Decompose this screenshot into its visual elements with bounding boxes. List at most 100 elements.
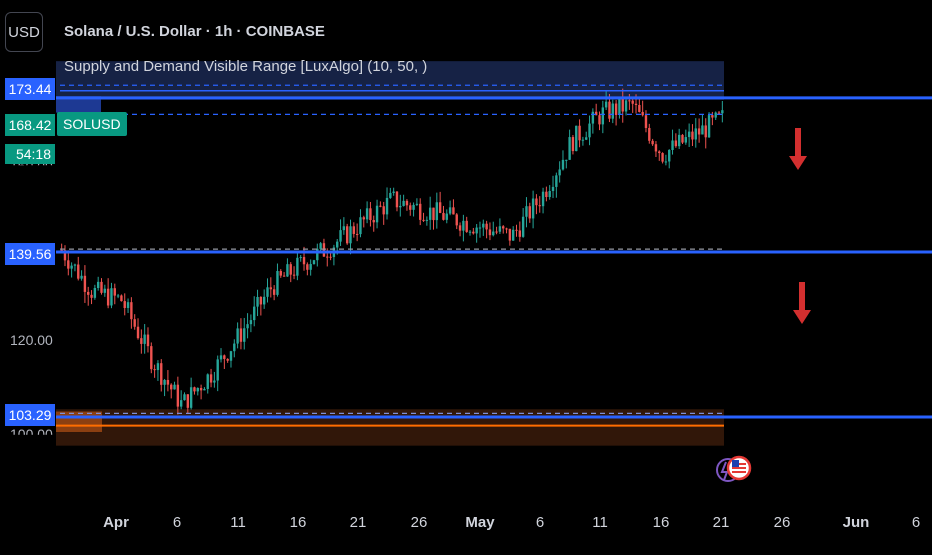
candle-body — [73, 264, 77, 266]
candle-body — [369, 208, 372, 221]
candle-body — [571, 137, 575, 152]
candle-body — [558, 169, 561, 176]
candle-body — [103, 288, 107, 293]
y-axis-label-100: 100.00 — [10, 426, 53, 442]
candle-body — [213, 380, 216, 383]
candle-body — [262, 296, 266, 305]
candle-body — [468, 231, 472, 233]
currency-button[interactable]: USD — [5, 12, 43, 52]
candle-body — [598, 115, 601, 125]
candle-body — [196, 388, 199, 392]
x-axis-label: 6 — [911, 514, 921, 531]
candle-body — [654, 144, 658, 152]
candle-body — [707, 115, 711, 138]
candle-body — [475, 227, 478, 234]
candle-body — [276, 271, 279, 295]
candle-body — [266, 287, 269, 297]
candle-body — [110, 288, 113, 306]
candle-body — [492, 231, 495, 236]
candle-body — [721, 110, 724, 114]
candle-body — [541, 191, 545, 207]
candle-body — [90, 294, 93, 298]
candle-body — [83, 275, 87, 292]
candle-body — [628, 100, 631, 102]
candle-body — [545, 191, 548, 198]
candle-body — [223, 355, 226, 359]
candle-body — [608, 101, 611, 119]
candle-body — [173, 384, 176, 390]
x-axis-label: 21 — [349, 514, 367, 531]
candle-body — [555, 175, 558, 187]
candle-body — [405, 200, 409, 206]
candle-body — [329, 256, 332, 258]
candle-body — [594, 111, 598, 116]
candle-body — [256, 296, 259, 307]
candle-body — [70, 265, 73, 269]
candle-body — [292, 274, 296, 276]
candle-body — [452, 207, 455, 215]
candle-body — [624, 100, 628, 112]
tradingview-logo-icon — [716, 455, 752, 482]
candle-body — [455, 214, 458, 226]
candle-body — [508, 228, 512, 241]
candle-body — [372, 220, 375, 223]
candle-body — [482, 223, 485, 228]
candle-body — [419, 203, 422, 220]
candle-body — [203, 388, 206, 391]
candle-body — [96, 281, 100, 288]
candle-body — [365, 208, 369, 220]
candle-body — [133, 319, 136, 327]
candle-body — [588, 123, 591, 138]
x-axis-label: Apr — [103, 514, 129, 531]
candle-body — [651, 140, 654, 145]
candle-body — [189, 387, 193, 408]
candle-body — [375, 205, 379, 223]
candle-body — [575, 125, 578, 152]
candle-body — [395, 191, 399, 208]
candle-body — [428, 207, 432, 220]
candle-body — [322, 243, 326, 257]
candle-body — [150, 346, 153, 370]
candle-body — [498, 226, 502, 232]
candle-body — [236, 328, 239, 344]
candle-body — [233, 343, 236, 352]
candle-body — [143, 334, 146, 344]
candle-body — [67, 260, 70, 269]
candle-body — [140, 338, 143, 344]
candle-body — [638, 104, 641, 112]
candle-body — [681, 134, 684, 143]
candle-body — [568, 137, 571, 160]
candle-body — [389, 192, 392, 198]
candle-body — [432, 207, 435, 221]
candle-body — [704, 125, 707, 138]
candle-body — [641, 111, 644, 116]
candle-body — [249, 320, 253, 325]
candle-body — [163, 379, 166, 385]
candle-body — [136, 326, 140, 339]
candle-body — [93, 287, 97, 298]
candle-body — [106, 288, 110, 306]
candle-body — [535, 198, 538, 206]
candle-body — [286, 264, 289, 277]
candle-body — [634, 103, 638, 105]
candle-body — [87, 291, 90, 295]
demand-zone — [56, 409, 724, 446]
candle-body — [170, 384, 173, 390]
indicator-label[interactable]: Supply and Demand Visible Range [LuxAlgo… — [64, 58, 428, 75]
candle-body — [126, 302, 130, 308]
candle-body — [488, 229, 492, 236]
candle-body — [392, 191, 395, 193]
candle-body — [253, 306, 256, 321]
candle-body — [63, 250, 67, 261]
x-axis-label: 26 — [410, 514, 428, 531]
x-axis-label: 21 — [712, 514, 730, 531]
candle-body — [648, 127, 651, 141]
candle-body — [399, 205, 402, 208]
x-axis-label: 11 — [230, 514, 246, 531]
candle-body — [684, 137, 688, 143]
candle-body — [511, 229, 515, 241]
candle-body — [578, 125, 581, 141]
candle-body — [621, 98, 624, 112]
candle-body — [691, 131, 694, 140]
